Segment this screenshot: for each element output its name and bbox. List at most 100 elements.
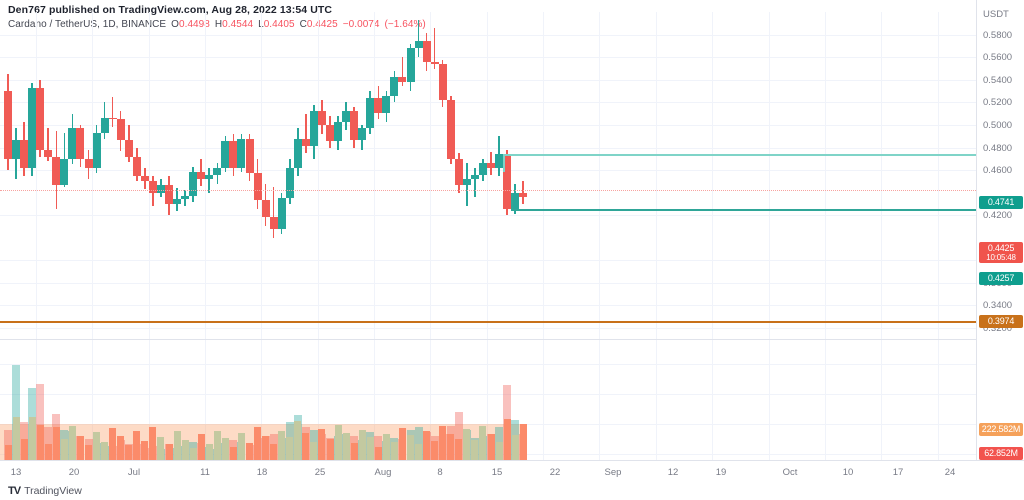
- grid-line-horizontal: [0, 394, 976, 395]
- candle-body: [430, 61, 439, 65]
- candle-body: [44, 149, 53, 157]
- resistance-price-badge[interactable]: 0.4741: [979, 196, 1023, 209]
- price-tick-label: 0.3200: [983, 322, 1013, 334]
- secondary-volume-bar: [294, 421, 302, 460]
- grid-line-vertical: [317, 12, 319, 460]
- grid-line-horizontal: [0, 34, 976, 36]
- candle-body: [76, 128, 85, 159]
- price-tick-label: 0.5600: [983, 52, 1013, 64]
- tradingview-mark-icon: TV: [8, 485, 21, 497]
- secondary-volume-bar: [141, 441, 149, 460]
- support-price-badge[interactable]: 0.4257: [979, 272, 1023, 285]
- candle-wick: [474, 167, 476, 198]
- grid-line-horizontal: [0, 79, 976, 81]
- candle-body: [84, 158, 93, 168]
- grid-line-vertical: [768, 12, 770, 460]
- volume-bar: [4, 430, 12, 460]
- candle-body: [398, 76, 407, 83]
- secondary-volume-bar: [85, 445, 92, 460]
- grid-line-horizontal: [0, 125, 976, 126]
- legend-comma-1: ,: [97, 19, 103, 30]
- candle-body: [462, 179, 471, 185]
- secondary-volume-bar: [149, 426, 157, 460]
- chart-plot-area[interactable]: [0, 12, 976, 460]
- time-tick-label: 15: [491, 467, 503, 478]
- candle-body: [173, 199, 182, 204]
- secondary-volume-bar: [511, 435, 519, 460]
- secondary-volume-bar: [12, 417, 20, 460]
- pane-separator: [0, 339, 976, 340]
- candle-body: [334, 121, 343, 141]
- time-tick-label: 10: [842, 467, 854, 478]
- secondary-volume-bar: [390, 442, 398, 460]
- candle-body: [277, 198, 286, 229]
- candle-body: [52, 156, 61, 185]
- candle-body: [446, 100, 455, 159]
- secondary-volume-bar: [52, 426, 60, 460]
- candle-body: [374, 97, 383, 113]
- grid-line-horizontal: [0, 170, 976, 172]
- low-label: L: [258, 19, 264, 30]
- tradingview-logo[interactable]: TV TradingView: [8, 485, 82, 497]
- candle-body: [253, 173, 262, 201]
- secondary-volume-bar: [374, 446, 382, 460]
- orange-level-badge[interactable]: 0.3974: [979, 315, 1023, 328]
- secondary-volume-bar: [270, 444, 278, 460]
- candle-wick: [47, 128, 50, 162]
- secondary-volume-bar: [229, 446, 237, 460]
- secondary-volume-bar: [487, 434, 495, 460]
- candle-body: [495, 154, 504, 168]
- candle-body: [4, 91, 12, 159]
- time-tick-label: Jul: [127, 467, 141, 478]
- secondary-volume-bar: [109, 427, 117, 460]
- candle-body: [132, 156, 141, 176]
- time-tick-label: 18: [256, 467, 268, 478]
- secondary-volume-bar: [36, 425, 44, 460]
- grid-line-vertical: [430, 12, 432, 460]
- candle-body: [350, 111, 359, 140]
- grid-line-vertical: [937, 12, 939, 460]
- price-tick-label: 0.5800: [983, 29, 1013, 41]
- secondary-volume-bar: [68, 425, 76, 460]
- grid-line-vertical: [824, 12, 826, 460]
- candle-body: [261, 200, 270, 218]
- candle-wick: [401, 57, 404, 86]
- candle-body: [326, 125, 334, 141]
- price-axis[interactable]: USDT 0.5800 0.5600 0.5400 0.5200 0.5000 0.480…: [976, 0, 1024, 460]
- high-label: H: [214, 19, 223, 30]
- secondary-volume-bar: [358, 429, 366, 460]
- secondary-volume-bar: [28, 417, 36, 460]
- secondary-volume-bar: [471, 440, 479, 460]
- secondary-volume-bar: [495, 441, 503, 460]
- secondary-volume-bar: [447, 433, 455, 460]
- grid-line-vertical: [881, 12, 883, 460]
- price-tick-label: 0.5200: [983, 97, 1013, 109]
- secondary-volume-bar: [382, 433, 390, 460]
- tradingview-wordmark: TradingView: [24, 485, 82, 497]
- secondary-volume-bar: [519, 424, 527, 460]
- secondary-volume-bar: [197, 434, 205, 460]
- candle-wick: [522, 181, 524, 204]
- volume-lower-badge[interactable]: 62.852M: [979, 447, 1023, 460]
- price-tick-label: 0.3400: [983, 300, 1013, 312]
- secondary-volume-bar: [60, 439, 68, 460]
- orange-level-line[interactable]: [0, 321, 1024, 323]
- volume-upper-badge[interactable]: 222.582M: [979, 423, 1023, 436]
- close-label: C: [299, 19, 307, 30]
- open-label: O: [171, 19, 179, 30]
- resistance-ray[interactable]: [503, 154, 976, 157]
- candle-body: [156, 184, 165, 193]
- volume-bar: [414, 427, 423, 460]
- grid-line-horizontal: [0, 327, 976, 329]
- symbol-name[interactable]: Cardano / TetherUS: [8, 19, 98, 30]
- last-price-badge[interactable]: 0.4425 10:05:48: [979, 242, 1023, 263]
- secondary-volume-bar: [431, 440, 439, 460]
- time-axis[interactable]: 13 20 Jul 11 18 25 Aug 8 15 22 Sep 12 19 Oct 10 17 24: [0, 460, 1024, 483]
- ray-anchor-stub: [511, 192, 514, 209]
- secondary-volume-bar: [286, 436, 294, 460]
- secondary-volume-bar: [254, 427, 262, 460]
- support-ray[interactable]: [511, 208, 976, 211]
- secondary-volume-bar: [278, 431, 286, 460]
- secondary-volume-bar: [455, 439, 463, 460]
- interval-label[interactable]: 1D: [102, 19, 116, 30]
